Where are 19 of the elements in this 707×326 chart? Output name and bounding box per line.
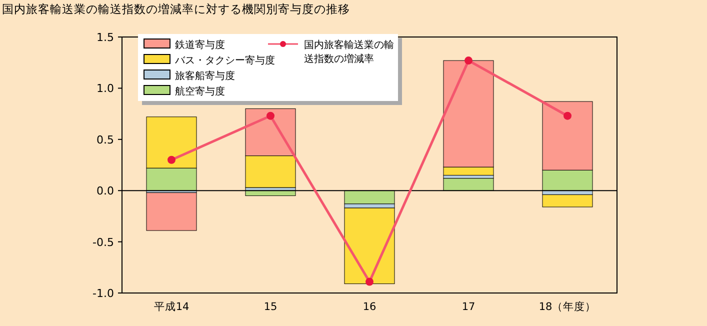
bar — [344, 208, 395, 284]
chart-title: 国内旅客輸送業の輸送指数の増減率に対する機関別寄与度の推移 — [2, 2, 350, 16]
legend-label: 旅客船寄与度 — [175, 70, 235, 82]
y-tick-label: -1.0 — [92, 287, 114, 300]
bar — [542, 194, 593, 208]
y-tick-label: -0.5 — [92, 236, 114, 249]
y-tick-label: 0.5 — [96, 133, 114, 146]
y-tick-label: 1.0 — [96, 82, 114, 96]
x-tick-label: 平成14 — [154, 300, 190, 313]
legend-label: バス・タクシー寄与度 — [174, 54, 275, 66]
legend-label: 航空寄与度 — [175, 86, 225, 98]
x-tick-label: 16 — [362, 301, 376, 313]
y-tick-label: 0.0 — [96, 184, 114, 198]
y-tick-label: 1.5 — [96, 31, 114, 44]
x-tick-label: 17 — [462, 301, 476, 313]
legend-label: 国内旅客輸送業の輸送指数の増減率 — [304, 39, 394, 65]
legend-label: 鉄道寄与度 — [175, 39, 225, 51]
x-tick-label: 18（年度） — [538, 300, 596, 313]
x-tick-label: 15 — [264, 301, 278, 313]
